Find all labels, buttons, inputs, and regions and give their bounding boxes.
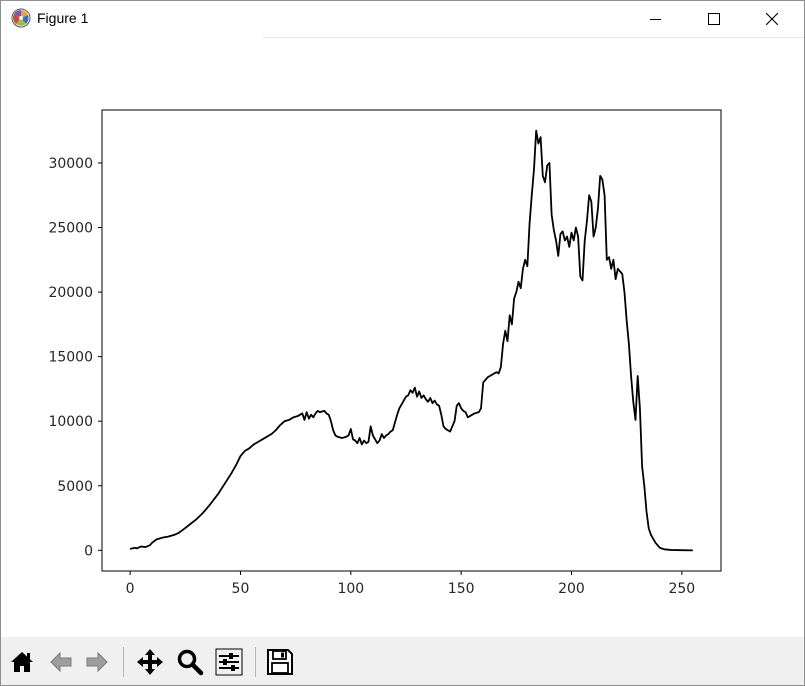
- y-tick-label: 5000: [57, 479, 93, 495]
- maximize-icon: [708, 13, 720, 25]
- y-tick-label: 20000: [48, 285, 93, 301]
- x-tick-label: 0: [126, 581, 135, 597]
- x-tick-label: 150: [448, 581, 475, 597]
- home-icon: [11, 652, 33, 672]
- toolbar-separator: [255, 647, 256, 677]
- magnifier-icon: [177, 649, 204, 676]
- home-button[interactable]: [7, 646, 37, 678]
- x-tick-label: 250: [668, 581, 695, 597]
- save-button[interactable]: [265, 646, 295, 678]
- move-icon: [137, 649, 163, 675]
- window-title: Figure 1: [37, 10, 89, 26]
- forward-button[interactable]: [82, 646, 112, 678]
- x-tick-label: 200: [558, 581, 585, 597]
- back-arrow-icon: [50, 651, 72, 673]
- forward-arrow-icon: [86, 651, 108, 673]
- title-bar[interactable]: Figure 1: [1, 1, 804, 37]
- close-button[interactable]: [743, 1, 801, 37]
- toolbar-separator: [123, 647, 124, 677]
- x-tick-label: 100: [337, 581, 364, 597]
- back-button[interactable]: [46, 646, 76, 678]
- histogram-chart[interactable]: 0 50 100 150 200 250 0 5000 10000 15000 20000 25000…: [1, 38, 804, 635]
- y-tick-label: 0: [84, 543, 93, 559]
- x-tick-label: 50: [232, 581, 250, 597]
- y-tick-label: 10000: [48, 414, 93, 430]
- matplotlib-logo-icon: [11, 8, 31, 28]
- zoom-button[interactable]: [175, 646, 205, 678]
- axes-frame: [101, 109, 722, 572]
- floppy-disk-icon: [267, 649, 293, 675]
- maximize-button[interactable]: [685, 1, 743, 37]
- sliders-icon: [215, 648, 243, 676]
- configure-subplots-button[interactable]: [214, 646, 244, 678]
- figure-canvas[interactable]: 0 50 100 150 200 250 0 5000 10000 15000 20000 25000…: [1, 38, 804, 635]
- pan-button[interactable]: [135, 646, 165, 678]
- minimize-icon: [650, 19, 661, 20]
- y-tick-label: 25000: [48, 221, 93, 237]
- title-divider: [263, 37, 804, 38]
- navigation-toolbar: [1, 637, 804, 685]
- minimize-button[interactable]: [627, 1, 685, 37]
- y-tick-label: 15000: [48, 350, 93, 366]
- y-tick-label: 30000: [48, 156, 93, 172]
- histogram-line: [129, 129, 693, 552]
- close-icon: [766, 13, 778, 25]
